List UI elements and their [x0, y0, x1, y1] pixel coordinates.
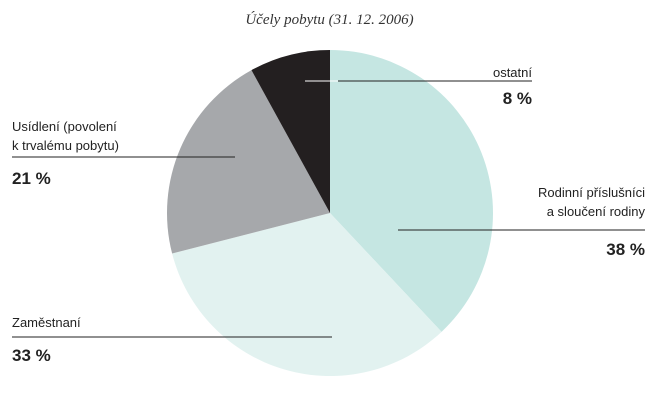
- pie-slice: [251, 50, 330, 213]
- chart-title: Účely pobytu (31. 12. 2006): [245, 12, 414, 28]
- pie-slice: [330, 50, 493, 332]
- value-label: 8 %: [502, 89, 532, 108]
- slice-label: Usídlení (povolení k trvalému pobytu): [12, 119, 119, 153]
- slice-label: ostatní: [492, 65, 532, 80]
- value-label: 21 %: [12, 169, 51, 188]
- value-label: 38 %: [606, 240, 645, 259]
- pie-slice: [166, 70, 330, 254]
- value-label: 33 %: [12, 346, 51, 365]
- slice-label: Zaměstnaní: [12, 315, 81, 330]
- slice-label: Rodinní příslušníci a sloučení rodiny: [538, 185, 645, 219]
- pie-slice: [172, 213, 442, 376]
